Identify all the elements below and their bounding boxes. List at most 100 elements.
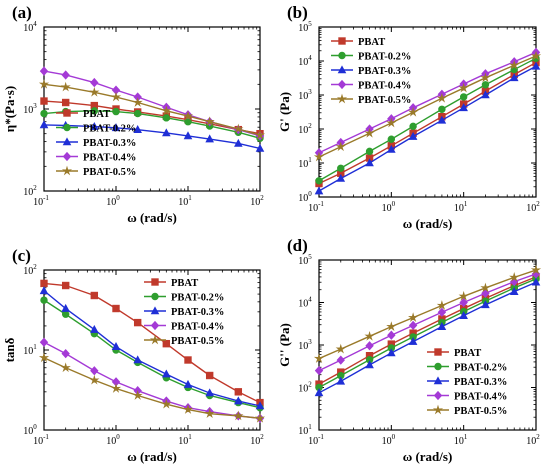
data-point bbox=[387, 135, 396, 143]
x-tick-label: 100 bbox=[382, 200, 396, 214]
data-point bbox=[40, 296, 48, 304]
data-point bbox=[205, 388, 214, 397]
data-point bbox=[38, 78, 50, 89]
y-tick-label: 102 bbox=[298, 122, 312, 136]
data-point bbox=[437, 307, 447, 317]
data-point bbox=[314, 388, 324, 397]
x-tick-label: 101 bbox=[454, 200, 468, 214]
data-point bbox=[531, 269, 541, 279]
legend-marker bbox=[336, 93, 348, 104]
data-point bbox=[437, 322, 447, 330]
data-point bbox=[205, 134, 214, 143]
series-pbat bbox=[315, 58, 540, 188]
data-point bbox=[38, 352, 50, 363]
data-point bbox=[133, 355, 142, 364]
y-axis-label: η*(Pa·s) bbox=[2, 86, 17, 132]
data-point bbox=[364, 330, 375, 341]
data-point bbox=[183, 131, 193, 140]
data-point bbox=[90, 77, 99, 88]
legend-marker bbox=[337, 65, 347, 74]
data-point bbox=[314, 365, 324, 376]
y-tick-label: 104 bbox=[298, 296, 312, 310]
x-tick-label: 101 bbox=[178, 433, 192, 447]
data-point bbox=[182, 110, 194, 121]
legend-marker bbox=[150, 320, 160, 331]
series-line bbox=[318, 276, 537, 385]
legend: PBAT PBAT-0.2% PBAT-0.3% PBAT-0.4% PBAT-0.5% bbox=[56, 109, 136, 178]
data-point bbox=[531, 277, 541, 286]
data-point bbox=[365, 341, 374, 351]
data-point bbox=[90, 324, 99, 333]
data-point bbox=[481, 300, 490, 309]
data-point bbox=[336, 376, 346, 385]
series-pbat-0-2 bbox=[40, 107, 264, 142]
data-point bbox=[459, 103, 468, 112]
data-point bbox=[530, 264, 542, 275]
data-point bbox=[459, 311, 468, 319]
data-point bbox=[204, 408, 215, 419]
data-point bbox=[386, 117, 397, 128]
legend-label: PBAT-0.5% bbox=[454, 406, 507, 417]
data-point bbox=[335, 343, 346, 354]
legend-marker bbox=[338, 37, 346, 45]
data-point bbox=[365, 147, 374, 156]
legend: PBAT PBAT-0.2% PBAT-0.3% PBAT-0.4% PBAT-0.5% bbox=[331, 37, 411, 106]
series-pbat-0-5 bbox=[38, 352, 266, 423]
data-point bbox=[184, 356, 192, 364]
legend-label: PBAT-0.4% bbox=[454, 392, 507, 403]
legend-label: PBAT bbox=[83, 109, 110, 120]
data-point bbox=[89, 86, 100, 97]
legend-marker bbox=[151, 278, 159, 286]
data-point bbox=[162, 128, 171, 137]
y-tick-label: 101 bbox=[23, 343, 37, 357]
data-point bbox=[90, 121, 99, 130]
data-point bbox=[162, 114, 171, 122]
plot-frame bbox=[318, 26, 537, 198]
data-point bbox=[409, 122, 417, 131]
legend-label: PBAT bbox=[358, 37, 385, 48]
data-point bbox=[254, 412, 266, 423]
data-point bbox=[162, 339, 171, 348]
panel-label: (a) bbox=[12, 3, 32, 22]
data-point bbox=[90, 107, 99, 115]
data-point bbox=[133, 109, 142, 118]
legend-label: PBAT-0.3% bbox=[358, 66, 411, 77]
data-point bbox=[509, 73, 519, 82]
series-line bbox=[43, 124, 261, 150]
x-tick-label: 100 bbox=[106, 194, 120, 208]
panel-label: (d) bbox=[287, 236, 308, 255]
data-point bbox=[205, 371, 214, 380]
series-line bbox=[43, 290, 261, 407]
series-line bbox=[318, 281, 537, 394]
data-point bbox=[509, 287, 519, 295]
data-point bbox=[183, 379, 193, 388]
series-pbat-0-5 bbox=[313, 50, 542, 162]
y-tick-label: 100 bbox=[298, 190, 312, 204]
chart-panel-d: 10-1 100 101 102 101 102 103 104 105 ω (rad/s) G''… bbox=[277, 236, 542, 464]
data-point bbox=[61, 70, 70, 80]
legend-label: PBAT-0.2% bbox=[83, 124, 136, 135]
y-tick-label: 105 bbox=[298, 20, 312, 34]
data-point bbox=[387, 144, 396, 153]
data-point bbox=[39, 66, 49, 76]
legend-marker bbox=[432, 404, 444, 415]
data-point bbox=[365, 158, 374, 167]
series-line bbox=[43, 110, 261, 139]
data-point bbox=[336, 355, 345, 365]
series-pbat-0-4 bbox=[314, 47, 541, 158]
legend-marker bbox=[149, 334, 161, 345]
series-line bbox=[318, 61, 537, 185]
x-axis-label: ω (rad/s) bbox=[127, 210, 177, 225]
data-point bbox=[112, 304, 120, 313]
x-tick-label: 10-1 bbox=[308, 433, 324, 447]
series-pbat-0-2 bbox=[315, 275, 540, 392]
data-point bbox=[39, 120, 49, 129]
legend-label: PBAT-0.4% bbox=[171, 322, 224, 333]
data-point bbox=[530, 50, 542, 61]
y-axis-label: G' (Pa) bbox=[277, 92, 292, 132]
data-point bbox=[182, 404, 194, 414]
data-point bbox=[40, 97, 48, 105]
x-axis-label: ω (rad/s) bbox=[403, 449, 453, 464]
y-axis-label: G'' (Pa) bbox=[277, 323, 292, 367]
